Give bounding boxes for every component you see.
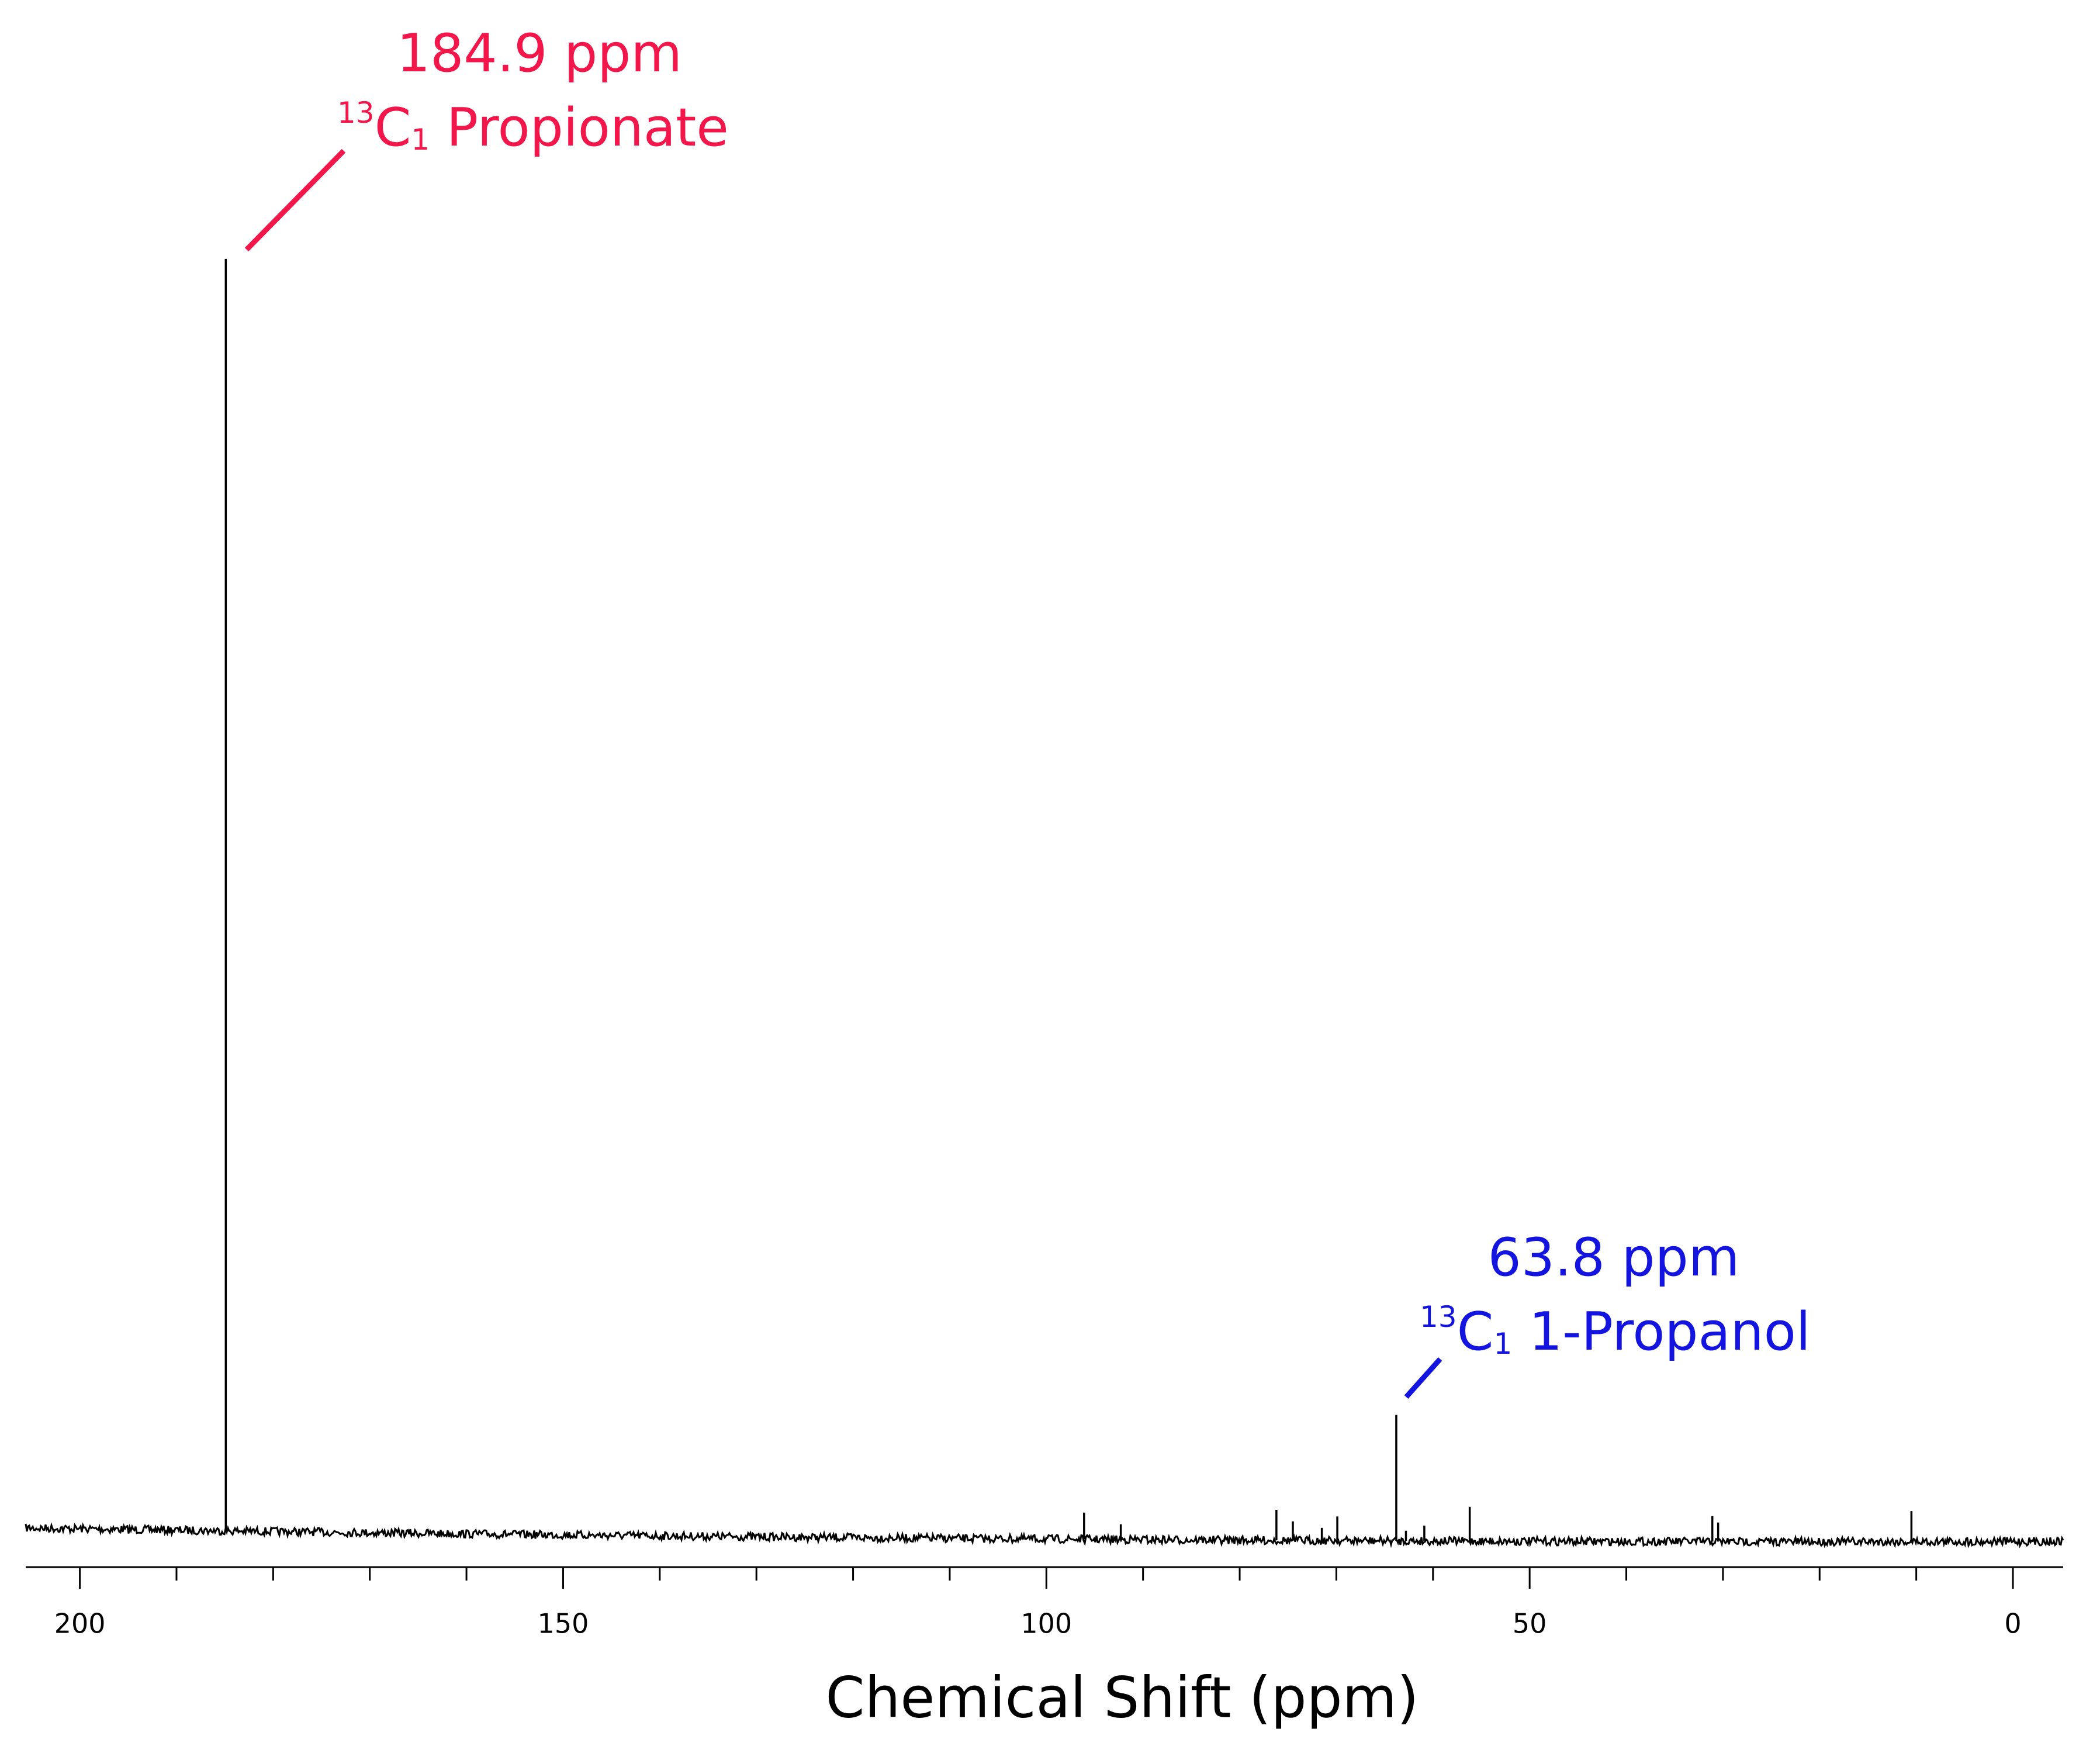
- annotation-shift: 184.9 ppm: [397, 23, 682, 84]
- isotope: 13: [337, 96, 375, 130]
- x-axis-label: Chemical Shift (ppm): [826, 1665, 1419, 1730]
- x-tick-label: 200: [54, 1608, 106, 1640]
- position: 1: [1493, 1327, 1512, 1361]
- element: C: [1457, 1301, 1494, 1363]
- x-tick-label: 100: [1020, 1608, 1072, 1640]
- x-tick-label: 150: [538, 1608, 589, 1640]
- x-tick-label: 50: [1513, 1608, 1547, 1640]
- annotation-shift: 63.8 ppm: [1488, 1227, 1740, 1288]
- compound: Propionate: [430, 97, 728, 158]
- x-tick-label: 0: [2004, 1608, 2021, 1640]
- annotation-label: 13C1 1-Propanol: [1420, 1300, 1811, 1363]
- element: C: [375, 97, 411, 158]
- position: 1: [411, 123, 430, 157]
- annotation-pointer: [1404, 1357, 1442, 1399]
- annotation-pointer: [244, 148, 346, 252]
- annotation-label: 13C1 Propionate: [337, 96, 729, 158]
- compound: 1-Propanol: [1512, 1301, 1811, 1363]
- baseline-noise: [25, 1522, 2064, 1548]
- isotope: 13: [1420, 1300, 1457, 1334]
